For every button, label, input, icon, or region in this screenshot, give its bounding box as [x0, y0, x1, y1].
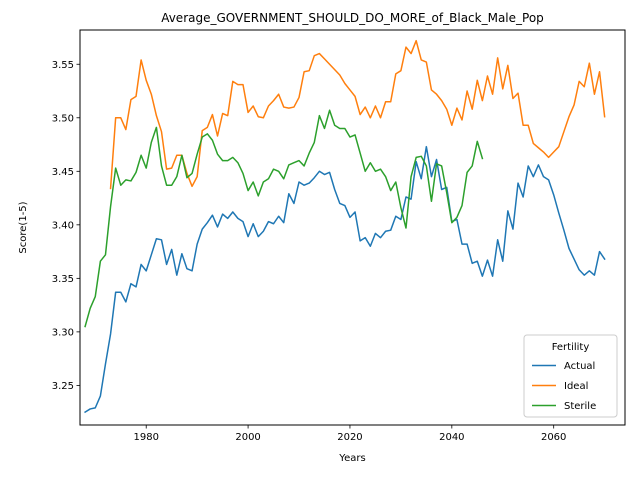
- y-axis: 3.25 3.30 3.35 3.40 3.45 3.50 3.55: [52, 60, 80, 392]
- chart-title: Average_GOVERNMENT_SHOULD_DO_MORE_of_Bla…: [161, 11, 544, 25]
- y-tick-label: 3.35: [52, 274, 74, 285]
- series-layer: [84, 39, 606, 414]
- x-axis: 1980 2000 2020 2040 2060: [133, 425, 566, 443]
- y-tick-label: 3.50: [52, 113, 74, 124]
- y-tick-label: 3.45: [52, 167, 74, 178]
- y-tick-label: 3.30: [52, 327, 74, 338]
- x-tick-label: 1980: [133, 432, 158, 443]
- legend-label-sterile: Sterile: [564, 401, 596, 412]
- y-tick-label: 3.55: [52, 60, 74, 71]
- x-tick-label: 2000: [235, 432, 260, 443]
- legend-box: [523, 334, 618, 418]
- x-axis-label: Years: [338, 453, 365, 464]
- x-tick-label: 2020: [337, 432, 362, 443]
- axes-frame: [79, 29, 626, 426]
- series-line-sterile: [84, 109, 484, 328]
- legend-label-actual: Actual: [564, 361, 595, 372]
- legend-title: Fertility: [552, 342, 590, 353]
- legend-label-ideal: Ideal: [564, 381, 588, 392]
- legend-entries: Actual Ideal Sterile: [532, 361, 596, 412]
- legend: Fertility Actual Ideal Sterile: [523, 334, 618, 418]
- y-axis-label: Score(1-5): [18, 201, 29, 253]
- x-tick-label: 2060: [541, 432, 566, 443]
- y-tick-label: 3.40: [52, 220, 74, 231]
- y-tick-label: 3.25: [52, 381, 74, 392]
- x-tick-label: 2040: [439, 432, 464, 443]
- series-line-ideal: [109, 39, 606, 190]
- series-line-actual: [84, 145, 606, 414]
